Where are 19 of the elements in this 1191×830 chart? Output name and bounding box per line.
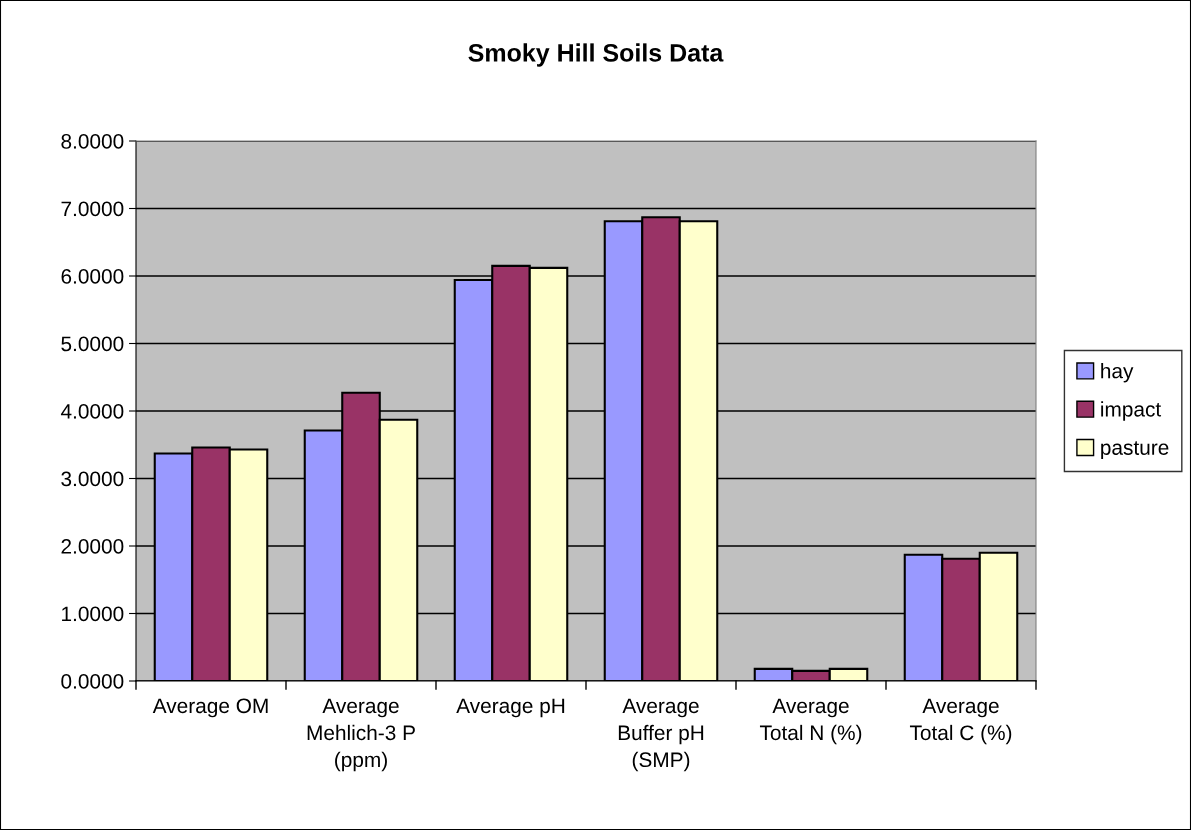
x-tick-label: Average Buffer pH (SMP) [618,698,704,772]
legend-label: impact [1101,401,1162,421]
y-tick-label: 5.0000 [61,336,124,352]
x-tick-label: Average Mehlich-3 P (ppm) [307,698,415,772]
y-tick-label: 4.0000 [60,404,124,419]
legend-label: hay [1101,363,1134,383]
y-tick-label: 6.0000 [61,269,124,284]
y-tick-label: 8.0000 [61,134,124,149]
y-tick-label: 3.0000 [61,471,124,487]
x-tick-label: Average pH [456,698,565,718]
y-tick-label: 2.0000 [61,539,124,554]
x-tick-label: Average Total C (%) [909,698,1012,745]
x-tick-label: Average OM [152,698,268,718]
legend-label: pasture [1101,441,1169,460]
y-tick-label: 7.0000 [61,201,124,217]
y-tick-label: 1.0000 [62,606,124,622]
y-tick-label: 0.0000 [61,674,124,689]
chart-title: Smoky Hill Soils Data [468,43,724,67]
x-tick-label: Average Total N (%) [759,698,862,745]
